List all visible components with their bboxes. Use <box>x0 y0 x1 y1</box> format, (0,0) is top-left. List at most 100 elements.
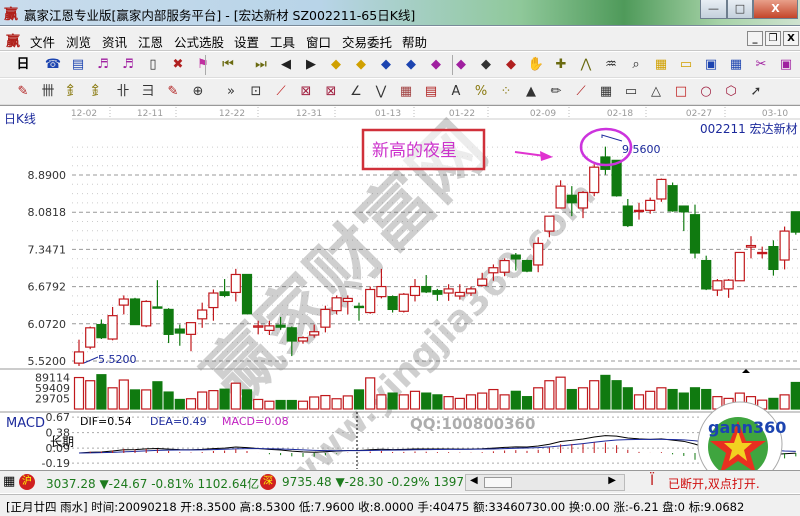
candle[interactable] <box>454 284 465 300</box>
candle[interactable] <box>712 279 723 297</box>
ticker-scrollbar[interactable]: ◀ ▶ <box>465 474 625 491</box>
expand-icon[interactable]: ◆ <box>381 57 391 72</box>
hat-icon[interactable]: ▲ <box>526 84 536 99</box>
pencil-icon[interactable]: ✏ <box>550 84 562 99</box>
candle[interactable] <box>85 326 96 350</box>
candle[interactable] <box>465 286 477 297</box>
candle[interactable] <box>264 320 275 336</box>
candle[interactable] <box>443 284 454 301</box>
candle[interactable] <box>577 191 589 219</box>
angle-icon[interactable]: ∠ <box>350 84 362 99</box>
candle[interactable] <box>365 286 376 314</box>
hand-icon[interactable]: ✋ <box>527 57 545 72</box>
more-icon[interactable]: » <box>227 84 235 99</box>
hexagon-icon[interactable]: ⬡ <box>725 84 737 99</box>
mdi-restore-button[interactable]: ❐ <box>765 31 781 46</box>
line-icon[interactable]: ⋀ <box>580 57 592 72</box>
period-selector[interactable]: 日 <box>16 57 30 72</box>
candle[interactable] <box>521 259 533 273</box>
box-fan2-icon[interactable]: ⊠ <box>325 84 337 99</box>
menu-browse[interactable]: 浏览 <box>66 35 92 50</box>
percent-icon[interactable]: % <box>474 84 488 99</box>
right-icon[interactable]: ◆ <box>356 57 366 72</box>
calculator-icon[interactable]: ▦ <box>3 474 16 489</box>
candle[interactable] <box>208 289 219 321</box>
candle[interactable] <box>275 316 286 330</box>
menu-settings[interactable]: 设置 <box>234 35 260 50</box>
zoom-icon[interactable]: ⌕ <box>632 57 640 72</box>
bar-chart-9-icon[interactable]: ♬ <box>122 57 134 72</box>
candle[interactable] <box>488 264 499 281</box>
calendar-icon[interactable]: ▦ <box>654 57 668 72</box>
gann-icon[interactable]: ♒ <box>605 57 617 72</box>
fan-icon[interactable]: ⟋ <box>276 84 286 99</box>
connection-status[interactable]: 已断开,双点打开. <box>668 477 760 491</box>
camera-icon[interactable]: ▣ <box>779 57 793 72</box>
up-icon[interactable]: ◆ <box>431 57 441 72</box>
candle[interactable] <box>701 255 712 291</box>
square-icon[interactable]: ⊡ <box>250 84 262 99</box>
pen-icon[interactable]: ✎ <box>17 84 29 99</box>
box-fan-icon[interactable]: ⊠ <box>300 84 312 99</box>
candle[interactable] <box>230 268 241 302</box>
minimize-button[interactable]: — <box>700 0 727 19</box>
candle[interactable] <box>185 322 197 352</box>
candle[interactable] <box>129 297 141 326</box>
candle[interactable] <box>174 324 185 346</box>
candle[interactable] <box>331 295 342 315</box>
candle[interactable] <box>611 159 622 197</box>
notes-icon[interactable]: ▤ <box>71 57 85 72</box>
in-icon[interactable]: ◆ <box>481 57 491 72</box>
candle[interactable] <box>768 240 779 276</box>
candle-icon[interactable]: ▯ <box>149 57 157 72</box>
candle[interactable] <box>309 324 320 338</box>
candle[interactable] <box>757 246 768 259</box>
scissors-icon[interactable]: ✂ <box>755 57 767 72</box>
fib-icon[interactable]: 卝 <box>116 84 130 99</box>
candle[interactable] <box>600 146 611 175</box>
shrink-icon[interactable]: ◆ <box>406 57 416 72</box>
candle[interactable] <box>118 295 129 315</box>
candle[interactable] <box>320 305 331 333</box>
candle[interactable] <box>387 295 398 313</box>
candle[interactable] <box>622 198 633 228</box>
menu-tools[interactable]: 工具 <box>270 35 296 50</box>
wave-icon[interactable]: ⋁ <box>375 84 387 99</box>
down-icon[interactable]: ◆ <box>456 57 466 72</box>
menu-file[interactable]: 文件 <box>30 35 56 50</box>
table-icon[interactable]: ▤ <box>424 84 438 99</box>
candle[interactable] <box>342 295 353 315</box>
candle[interactable] <box>499 258 510 277</box>
candle[interactable] <box>421 275 432 294</box>
candle[interactable] <box>141 300 152 328</box>
square2-icon[interactable]: □ <box>674 84 688 99</box>
menu-window[interactable]: 窗口 <box>306 35 332 50</box>
candle[interactable] <box>163 308 174 344</box>
candle[interactable] <box>409 279 421 302</box>
rect-icon[interactable]: ▭ <box>624 84 638 99</box>
candle[interactable] <box>589 164 600 197</box>
grid-box-icon[interactable]: ▦ <box>399 84 413 99</box>
candle[interactable] <box>678 205 689 232</box>
candle[interactable] <box>790 211 800 235</box>
fan3-icon[interactable]: ⟋ <box>576 84 586 99</box>
f10-icon[interactable]: ✖ <box>172 57 184 72</box>
candle[interactable] <box>566 186 577 217</box>
grid-icon[interactable]: 卌 <box>41 84 55 99</box>
menu-gann[interactable]: 江恩 <box>138 35 164 50</box>
candle[interactable] <box>779 226 790 270</box>
menu-info[interactable]: 资讯 <box>102 35 128 50</box>
candle[interactable] <box>477 272 488 287</box>
candle[interactable] <box>544 215 555 238</box>
candle[interactable] <box>734 251 745 282</box>
candle[interactable] <box>510 252 521 271</box>
flag-icon[interactable]: ⚑ <box>197 57 209 72</box>
gann-grid-icon[interactable]: ▦ <box>599 84 613 99</box>
first-icon[interactable]: ⏮ <box>222 57 234 72</box>
last-icon[interactable]: ⏭ <box>255 57 267 72</box>
prev-icon[interactable]: ◀ <box>281 57 291 72</box>
circle-icon[interactable]: ⊕ <box>192 84 204 99</box>
menu-trade[interactable]: 交易委托 <box>342 35 393 50</box>
candle[interactable] <box>689 204 701 259</box>
mdi-minimize-button[interactable]: _ <box>747 31 763 46</box>
